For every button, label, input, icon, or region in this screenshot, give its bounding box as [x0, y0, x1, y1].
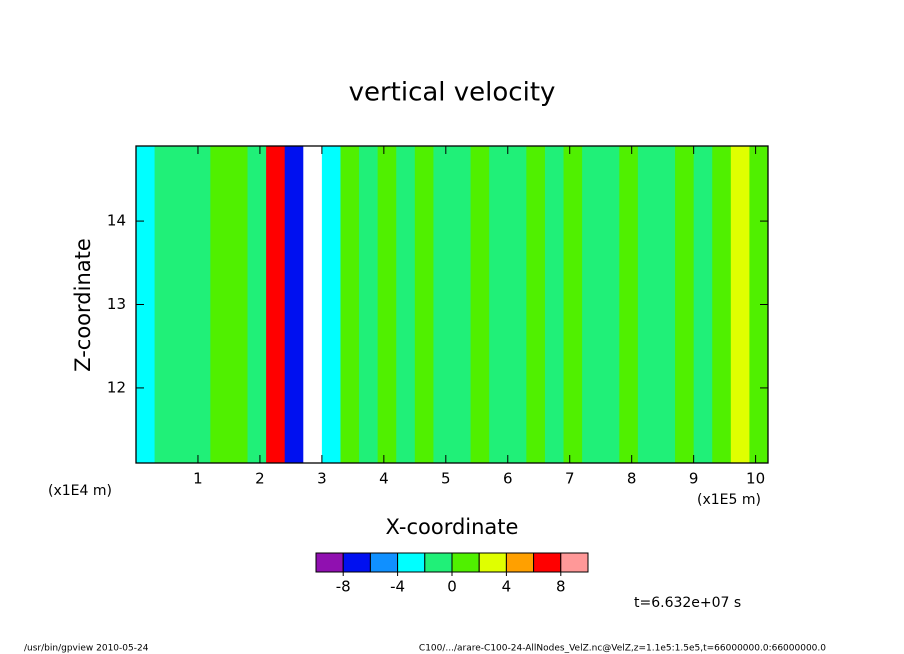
field-cell: [544, 146, 565, 463]
x-axis-label: X-coordinate: [386, 515, 519, 539]
field-cell: [600, 146, 620, 463]
colorbar-box: [533, 552, 562, 573]
y-tick-label: 13: [107, 295, 126, 313]
colorbar-label: 0: [447, 578, 457, 596]
field-cell: [377, 146, 397, 463]
x-tick-label: 4: [379, 470, 389, 488]
field-cell: [266, 146, 286, 463]
field-cell: [730, 146, 750, 463]
field-cell: [582, 146, 602, 463]
field-cell: [396, 146, 416, 463]
field-cell: [526, 146, 546, 463]
field-cell: [136, 146, 156, 463]
colorbar-label: -8: [336, 578, 351, 596]
x-tick-label: 3: [317, 470, 327, 488]
field-cell: [340, 146, 360, 463]
field-cell: [284, 146, 304, 463]
y-tick-label: 12: [107, 378, 126, 396]
colorbar-box: [451, 552, 480, 573]
field-cell: [414, 146, 434, 463]
field-cell: [693, 146, 713, 463]
field-cell: [452, 146, 472, 463]
field-cell: [675, 146, 695, 463]
colorbar-box: [560, 552, 589, 573]
colorbar-label: -4: [390, 578, 405, 596]
footer-right: C100/.../arare-C100-24-AllNodes_VelZ.nc@…: [419, 644, 826, 654]
x-unit: (x1E5 m): [697, 492, 761, 508]
x-tick-label: 1: [193, 470, 203, 488]
x-tick-label: 10: [746, 470, 765, 488]
colorbar-box: [505, 552, 535, 573]
colorbar-label: 8: [556, 578, 566, 596]
y-tick-label: 14: [107, 212, 126, 230]
y-unit: (x1E4 m): [48, 483, 112, 499]
field-cell: [173, 146, 193, 463]
x-tick-label: 8: [627, 470, 637, 488]
field-cell: [210, 146, 230, 463]
colorbar-label: 4: [502, 578, 512, 596]
field-cell: [563, 146, 583, 463]
colorbar-box: [424, 552, 453, 573]
field-cell: [247, 146, 267, 463]
field-cell: [749, 146, 769, 463]
field-cell: [637, 146, 657, 463]
x-tick-label: 2: [255, 470, 265, 488]
field-cell: [154, 146, 174, 463]
x-tick-label: 7: [565, 470, 575, 488]
field-cell: [656, 146, 676, 463]
x-tick-label: 6: [503, 470, 513, 488]
field-cell: [712, 146, 732, 463]
colorbar-box: [315, 552, 344, 573]
field-cell: [191, 146, 211, 463]
chart-title: vertical velocity: [349, 78, 556, 108]
x-tick-label: 9: [689, 470, 699, 488]
footer-left: /usr/bin/gpview 2010-05-24: [24, 644, 149, 654]
time-label: t=6.632e+07 s: [634, 595, 741, 611]
field-cell: [507, 146, 527, 463]
colorbar-box: [369, 552, 399, 573]
field-cell: [489, 146, 509, 463]
field-cell: [619, 146, 639, 463]
field-cell: [303, 146, 323, 463]
field-cell: [470, 146, 490, 463]
field-cell: [359, 146, 379, 463]
colorbar-box: [397, 552, 426, 573]
field-cell: [433, 146, 453, 463]
colorbar-box: [478, 552, 507, 573]
x-tick-label: 5: [441, 470, 451, 488]
y-axis-label: Z-coordinate: [71, 238, 95, 372]
field-cell: [321, 146, 341, 463]
colorbar-box: [342, 552, 371, 573]
field-cell: [228, 146, 249, 463]
